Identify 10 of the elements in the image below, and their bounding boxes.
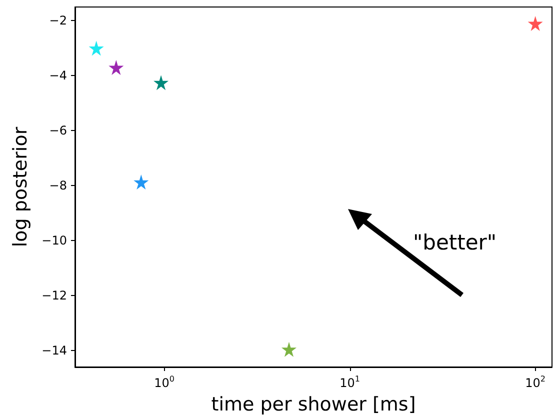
y-tick-label: −10	[42, 234, 67, 248]
annotation: "better"	[413, 230, 497, 254]
y-tick-label: −4	[49, 68, 67, 83]
y-tick-label: −8	[49, 178, 67, 193]
y-tick-label: −6	[49, 124, 67, 138]
y-tick-label: −12	[42, 288, 67, 303]
y-tick-label: −2	[49, 14, 67, 28]
y-axis-title: log posterior	[10, 126, 32, 248]
y-tick-label: −14	[42, 344, 67, 358]
x-axis-title: time per shower [ms]	[211, 394, 416, 416]
